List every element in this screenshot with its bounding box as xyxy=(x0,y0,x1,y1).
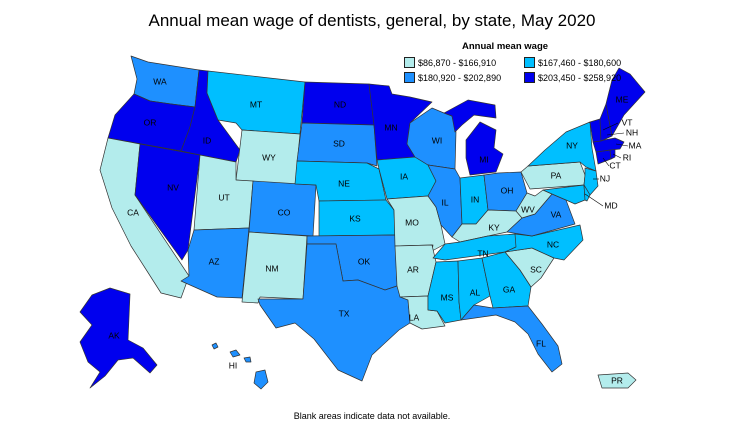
label-MS: MS xyxy=(441,292,454,302)
state-HI[interactable] xyxy=(211,342,219,350)
legend-item-1: $86,870 - $166,910 xyxy=(404,57,524,68)
label-VA: VA xyxy=(551,209,562,219)
label-FL: FL xyxy=(536,338,546,348)
legend-item-2: $167,460 - $180,600 xyxy=(524,57,644,68)
label-MN: MN xyxy=(384,122,397,132)
state-SD[interactable] xyxy=(296,122,378,167)
state-HI-3[interactable] xyxy=(243,356,252,363)
label-AK: AK xyxy=(108,330,120,340)
state-HI-2[interactable] xyxy=(229,349,241,358)
legend-swatch-2 xyxy=(524,57,535,68)
legend: $86,870 - $166,910 $167,460 - $180,600 $… xyxy=(404,57,644,83)
label-GA: GA xyxy=(503,284,516,294)
label-NM: NM xyxy=(265,263,278,273)
legend-item-3: $180,920 - $202,890 xyxy=(404,72,524,83)
label-AR: AR xyxy=(407,264,419,274)
state-ME[interactable] xyxy=(605,67,646,137)
state-PR[interactable] xyxy=(597,372,637,389)
state-labels: WA OR CA NV ID MT WY UT AZ CO NM ND SD N… xyxy=(108,76,641,385)
state-MI-lower[interactable] xyxy=(465,121,504,176)
legend-swatch-1 xyxy=(404,57,415,68)
state-FL[interactable] xyxy=(460,304,563,373)
label-IN: IN xyxy=(471,194,480,204)
label-PR: PR xyxy=(611,375,623,385)
label-LA: LA xyxy=(409,312,420,322)
label-TX: TX xyxy=(339,308,350,318)
label-MA: MA xyxy=(629,140,642,150)
map-title: Annual mean wage of dentists, general, b… xyxy=(148,11,596,30)
label-MD: MD xyxy=(604,200,617,210)
label-CA: CA xyxy=(127,207,139,217)
label-PA: PA xyxy=(551,170,562,180)
label-OR: OR xyxy=(144,117,157,127)
label-KS: KS xyxy=(349,213,361,223)
label-NJ: NJ xyxy=(600,173,610,183)
label-SD: SD xyxy=(333,138,345,148)
legend-label-2: $167,460 - $180,600 xyxy=(538,57,622,68)
state-IL[interactable] xyxy=(427,164,463,238)
legend-swatch-4 xyxy=(524,72,535,83)
legend-item-4: $203,450 - $258,920 xyxy=(524,72,644,83)
label-MO: MO xyxy=(405,217,419,227)
label-CO: CO xyxy=(278,207,291,217)
state-DE[interactable] xyxy=(583,184,591,202)
state-HI-4[interactable] xyxy=(253,369,269,390)
state-RI[interactable] xyxy=(609,148,616,160)
label-NC: NC xyxy=(547,239,559,249)
label-IL: IL xyxy=(441,197,448,207)
state-MA[interactable] xyxy=(592,137,625,153)
label-UT: UT xyxy=(218,192,229,202)
state-WI[interactable] xyxy=(406,107,457,170)
label-ND: ND xyxy=(334,99,346,109)
label-MT: MT xyxy=(250,99,262,109)
data-availability-note: Blank areas indicate data not available. xyxy=(293,411,451,421)
label-KY: KY xyxy=(488,222,500,232)
state-MI[interactable] xyxy=(443,99,497,133)
label-ME: ME xyxy=(616,94,629,104)
legend-label-3: $180,920 - $202,890 xyxy=(418,72,502,83)
state-AK[interactable] xyxy=(79,287,158,389)
label-VT: VT xyxy=(622,117,633,127)
label-WA: WA xyxy=(153,76,167,86)
label-CT: CT xyxy=(609,160,620,170)
legend-title: Annual mean wage xyxy=(462,41,549,52)
label-MI: MI xyxy=(479,154,488,164)
label-NV: NV xyxy=(167,182,179,192)
state-TX[interactable] xyxy=(257,243,411,382)
state-NY[interactable] xyxy=(527,121,597,172)
label-IA: IA xyxy=(400,171,408,181)
label-OK: OK xyxy=(358,256,371,266)
label-NE: NE xyxy=(338,178,350,188)
label-TN: TN xyxy=(477,248,488,258)
label-WI: WI xyxy=(432,135,442,145)
state-NC[interactable] xyxy=(504,224,584,261)
state-AZ[interactable] xyxy=(180,227,250,299)
label-NH: NH xyxy=(626,127,638,137)
label-WV: WV xyxy=(521,204,535,214)
label-OH: OH xyxy=(501,185,514,195)
label-ID: ID xyxy=(203,135,212,145)
label-HI: HI xyxy=(229,360,238,370)
label-NY: NY xyxy=(566,140,578,150)
label-RI: RI xyxy=(623,152,632,162)
state-VT[interactable] xyxy=(589,118,602,143)
label-AL: AL xyxy=(470,287,481,297)
legend-label-1: $86,870 - $166,910 xyxy=(418,57,497,68)
label-WY: WY xyxy=(262,152,276,162)
legend-swatch-3 xyxy=(404,72,415,83)
legend-label-4: $203,450 - $258,920 xyxy=(538,72,622,83)
label-SC: SC xyxy=(530,264,542,274)
label-AZ: AZ xyxy=(209,256,220,266)
label-leader-lines xyxy=(584,122,629,207)
